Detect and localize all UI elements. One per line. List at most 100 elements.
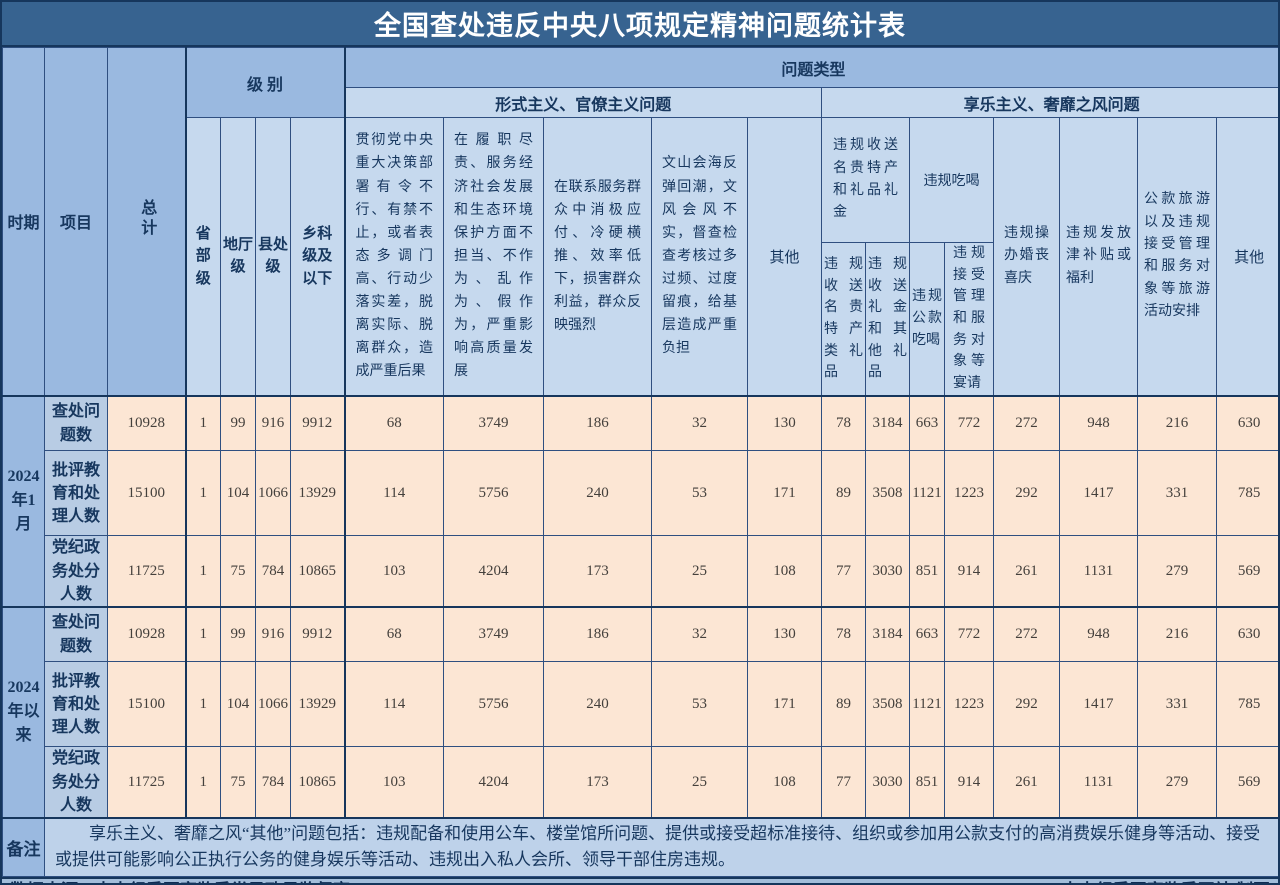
col-header-allowances: 违规发放津补贴或福利 (1059, 116, 1139, 397)
value-cell: 948 (1059, 605, 1139, 663)
col-header-gift-specialty: 违规收送名贵特产类礼品 (821, 241, 867, 397)
value-cell: 630 (1216, 394, 1278, 452)
data-source-text: 数据来源：中央纪委国家监委党风政风监督室 (10, 876, 350, 883)
value-cell: 99 (220, 605, 256, 663)
value-cell: 1066 (255, 450, 291, 537)
value-cell: 1223 (944, 450, 995, 537)
col-header-level-county: 县处级 (255, 116, 291, 397)
value-cell: 114 (344, 450, 445, 537)
value-cell: 186 (543, 605, 653, 663)
row-label: 批评教育和处理人数 (44, 450, 108, 537)
value-cell: 68 (344, 605, 445, 663)
total-label-text: 总计 (138, 198, 156, 239)
value-cell: 108 (747, 746, 823, 819)
value-cell: 3030 (865, 746, 911, 819)
value-cell: 784 (255, 746, 291, 819)
value-cell: 10928 (107, 605, 187, 663)
value-cell: 186 (543, 394, 653, 452)
value-cell: 15100 (107, 661, 187, 748)
value-cell: 11725 (107, 746, 187, 819)
value-cell: 1223 (944, 661, 995, 748)
col-header-level-prefecture: 地厅级 (220, 116, 256, 397)
value-cell: 216 (1137, 605, 1218, 663)
col-header-total: 总计 (107, 46, 187, 397)
page-title: 全国查处违反中央八项规定精神问题统计表 (2, 2, 1278, 47)
value-cell: 569 (1216, 535, 1278, 608)
value-cell: 104 (220, 450, 256, 537)
value-cell: 1 (185, 394, 221, 452)
col-header-period: 时期 (2, 46, 45, 397)
col-header-formalism-group: 形式主义、官僚主义问题 (344, 87, 823, 118)
value-cell: 292 (993, 661, 1061, 748)
period-cell: 2024年以来 (2, 605, 45, 819)
value-cell: 3030 (865, 535, 911, 608)
col-header-item: 项目 (44, 46, 108, 397)
value-cell: 851 (909, 535, 946, 608)
value-cell: 916 (255, 394, 291, 452)
value-cell: 784 (255, 535, 291, 608)
value-cell: 279 (1137, 535, 1218, 608)
table-row: 批评教育和处理人数 15100 1 104 1066 13929 114 5756 240 53 1… (3, 661, 1278, 748)
value-cell: 103 (344, 535, 445, 608)
value-cell: 3508 (865, 450, 911, 537)
col-header-problem-type: 问题类型 (344, 47, 1278, 88)
value-cell: 272 (993, 394, 1061, 452)
value-cell: 216 (1137, 394, 1218, 452)
col-header-formalism-other: 其他 (747, 116, 823, 397)
value-cell: 663 (909, 394, 946, 452)
value-cell: 240 (543, 450, 653, 537)
value-cell: 5756 (443, 661, 545, 748)
value-cell: 53 (651, 661, 749, 748)
value-cell: 1066 (255, 661, 291, 748)
col-header-level-group: 级 别 (184, 47, 346, 118)
row-label: 查处问题数 (44, 394, 108, 452)
value-cell: 53 (651, 450, 749, 537)
value-cell: 1 (185, 746, 221, 819)
value-cell: 272 (993, 605, 1061, 663)
value-cell: 32 (651, 394, 749, 452)
col-header-formalism-4: 文山会海反弹回潮，文风会风不实，督查检查考核过多过频、过度留痕，给基层造成严重负… (651, 116, 749, 397)
table-row: 党纪政务处分人数 11725 1 75 784 10865 103 4204 173 25 108 7… (3, 746, 1278, 819)
value-cell: 9912 (289, 605, 346, 663)
col-header-level-township: 乡科级及以下 (289, 116, 346, 397)
value-cell: 630 (1216, 605, 1278, 663)
value-cell: 10865 (289, 535, 346, 608)
value-cell: 68 (344, 394, 445, 452)
value-cell: 25 (651, 746, 749, 819)
table-body: 2024年1月 查处问题数 10928 1 99 916 9912 68 3749 186 32 13… (2, 394, 1278, 819)
value-cell: 130 (747, 605, 823, 663)
value-cell: 13929 (289, 661, 346, 748)
value-cell: 32 (651, 605, 749, 663)
row-label: 批评教育和处理人数 (44, 661, 108, 748)
value-cell: 10928 (107, 394, 187, 452)
row-label: 党纪政务处分人数 (44, 746, 108, 819)
value-cell: 15100 (107, 450, 187, 537)
value-cell: 114 (344, 661, 445, 748)
col-header-public-funded-travel: 公款旅游以及违规接受管理和服务对象等旅游活动安排 (1137, 116, 1218, 397)
value-cell: 173 (543, 535, 653, 608)
value-cell: 1121 (909, 661, 946, 748)
col-header-formalism-3: 在联系服务群众中消极应付、冷硬横推、效率低下，损害群众利益，群众反映强烈 (543, 116, 653, 397)
value-cell: 331 (1137, 450, 1218, 537)
value-cell: 13929 (289, 450, 346, 537)
value-cell: 914 (944, 535, 995, 608)
value-cell: 25 (651, 535, 749, 608)
value-cell: 130 (747, 394, 823, 452)
footer-bar: 数据来源：中央纪委国家监委党风政风监督室 中央纪委国家监委网站 制图 (2, 876, 1278, 883)
value-cell: 78 (821, 394, 867, 452)
value-cell: 3749 (443, 394, 545, 452)
col-header-level-province: 省部级 (185, 116, 221, 397)
value-cell: 948 (1059, 394, 1139, 452)
value-cell: 77 (821, 746, 867, 819)
col-header-weddings-funerals: 违规操办婚丧喜庆 (993, 116, 1061, 397)
value-cell: 1417 (1059, 661, 1139, 748)
value-cell: 292 (993, 450, 1061, 537)
value-cell: 331 (1137, 661, 1218, 748)
value-cell: 1 (185, 535, 221, 608)
col-header-hedonism-other: 其他 (1216, 116, 1278, 397)
table-row: 党纪政务处分人数 11725 1 75 784 10865 103 4204 173 25 108 7… (3, 535, 1278, 608)
value-cell: 1121 (909, 450, 946, 537)
value-cell: 104 (220, 661, 256, 748)
value-cell: 261 (993, 746, 1061, 819)
